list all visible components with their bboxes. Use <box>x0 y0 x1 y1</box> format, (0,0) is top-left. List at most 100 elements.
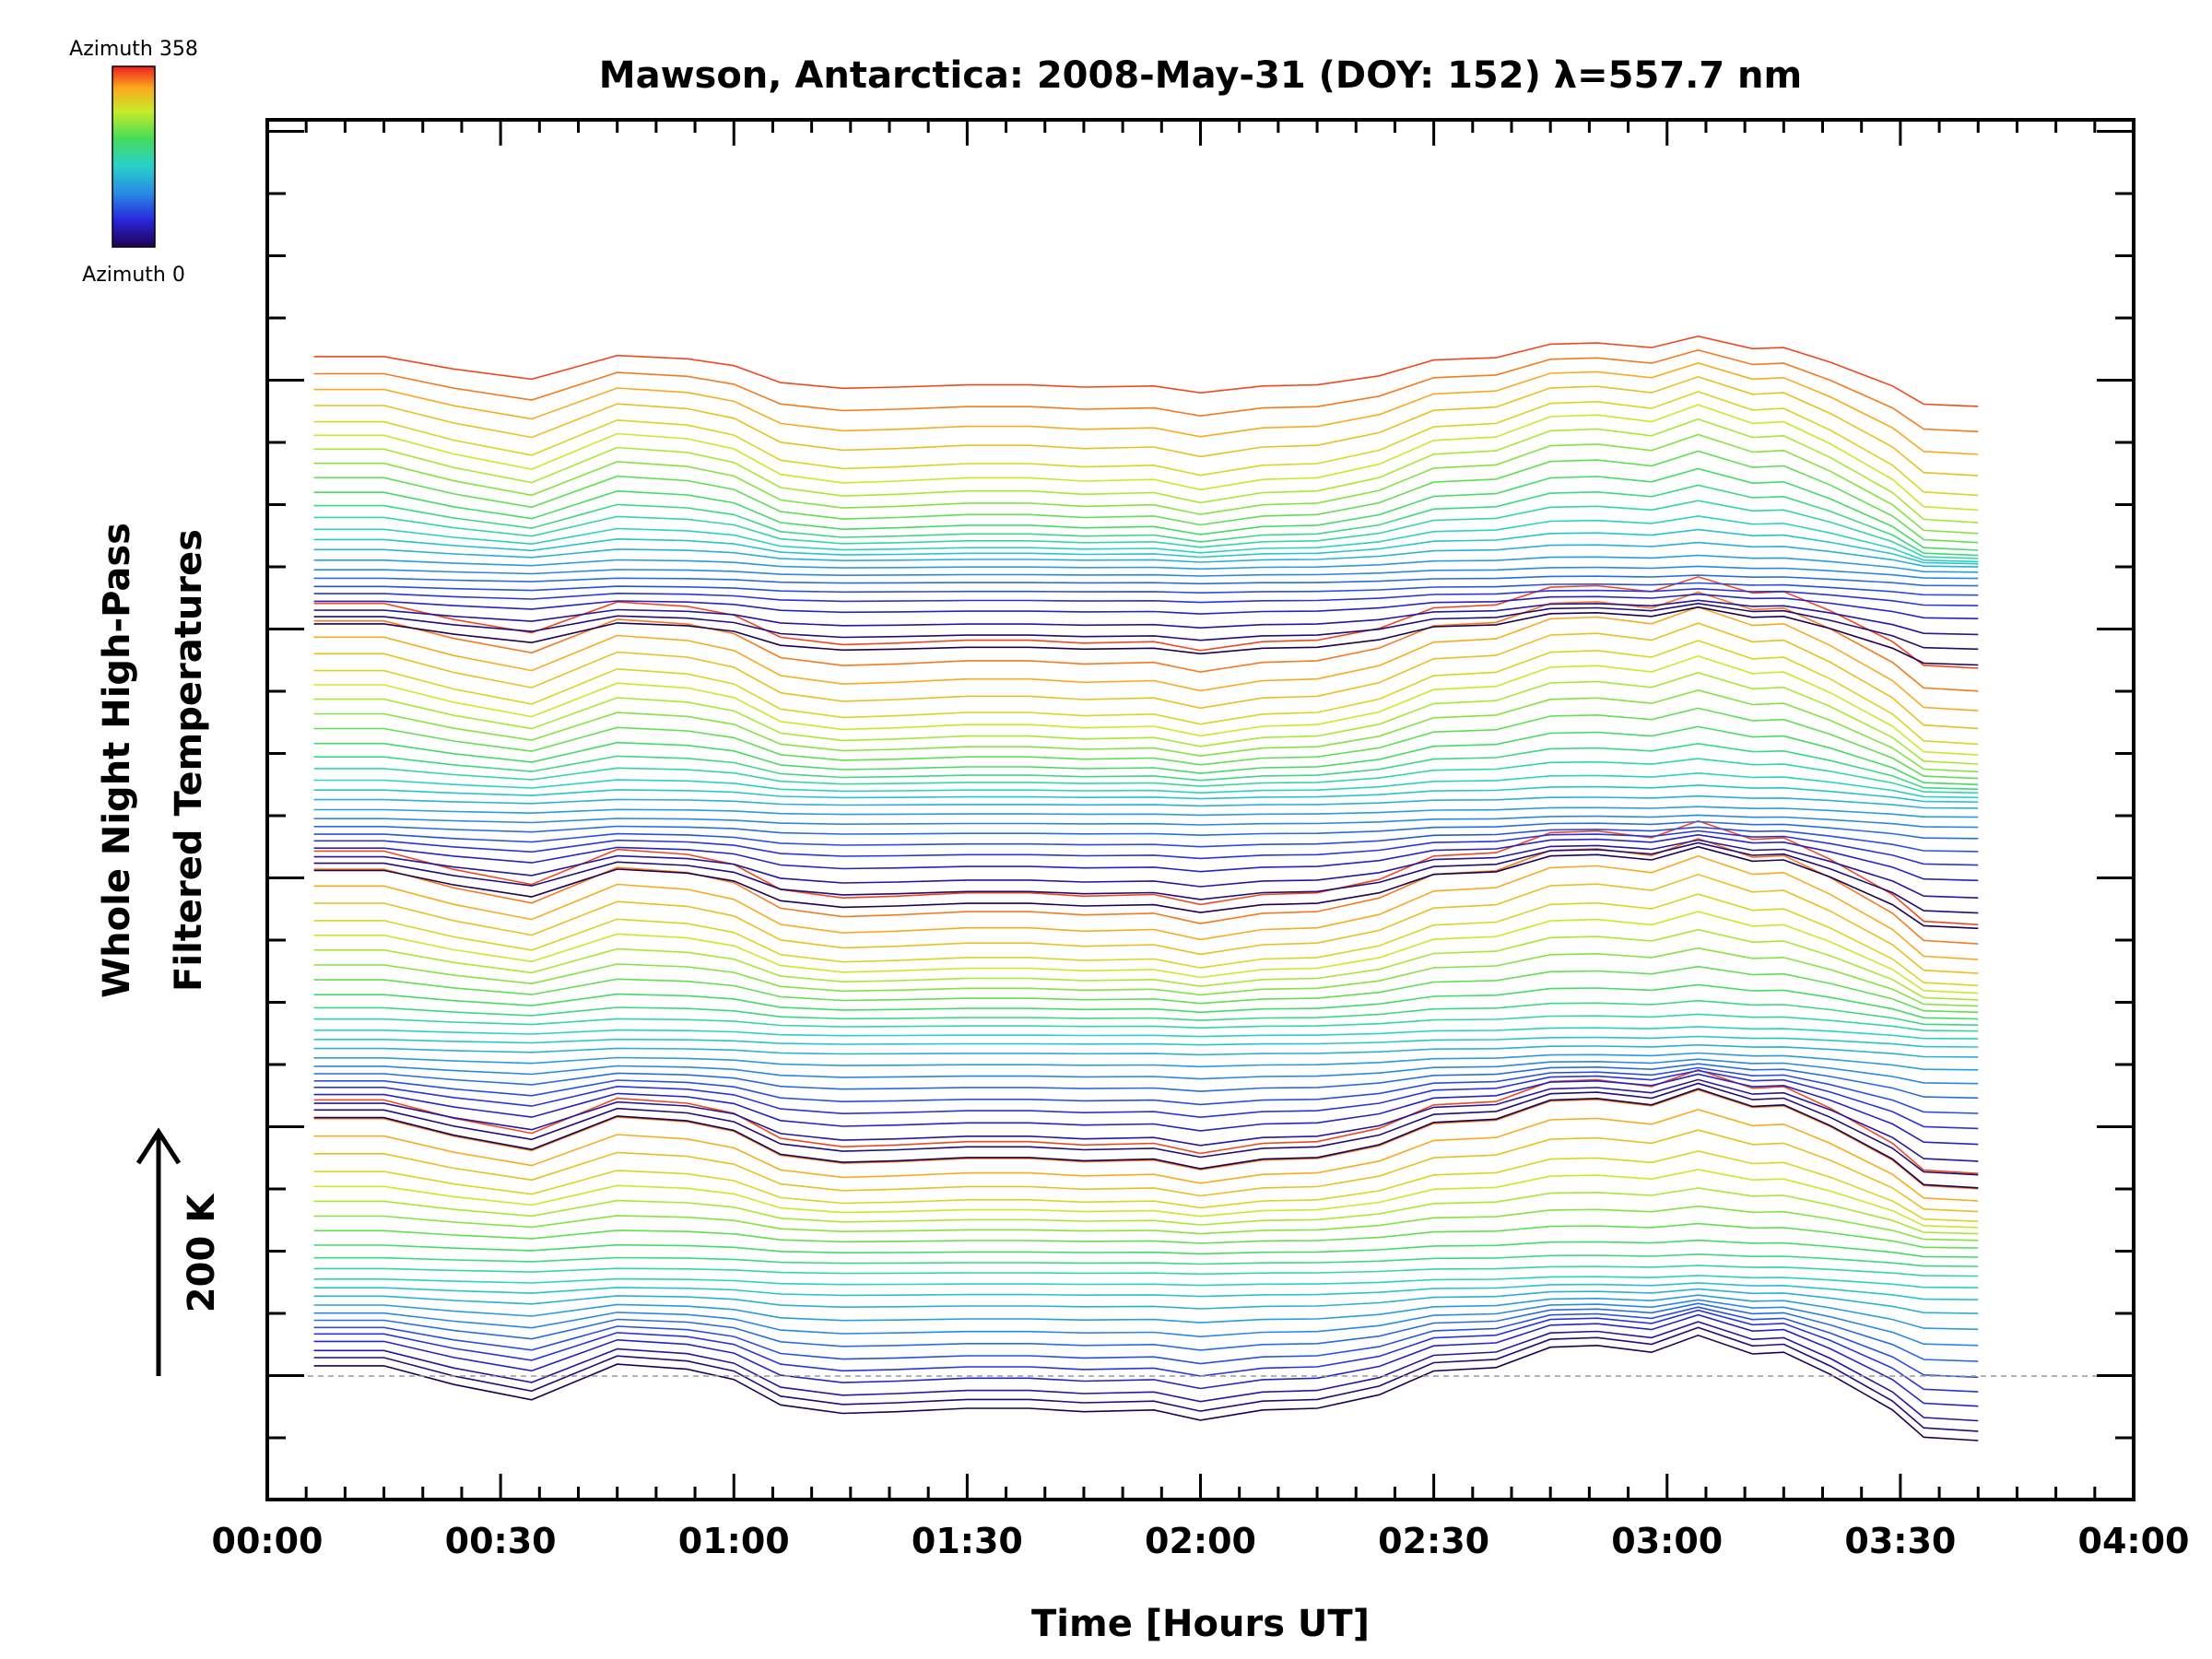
series-line-29 <box>313 1066 1979 1114</box>
series-line-78 <box>313 574 1979 587</box>
series-line-89 <box>313 418 1979 524</box>
series-line-32 <box>313 1052 1979 1071</box>
series-line-94 <box>313 348 1979 433</box>
series-line-15 <box>313 1222 1979 1249</box>
series-line-7 <box>313 1299 1979 1347</box>
series-line-88 <box>313 433 1979 535</box>
x-tick-label: 02:30 <box>1378 1521 1489 1561</box>
x-tick-label: 03:30 <box>1844 1521 1956 1561</box>
series-line-55 <box>313 814 1979 829</box>
series-line-81 <box>313 541 1979 568</box>
series-line-25 <box>313 1082 1979 1176</box>
series-line-64 <box>313 688 1979 773</box>
series-line-73 <box>313 602 1979 651</box>
series-line-87 <box>313 450 1979 544</box>
colorbar <box>112 65 156 248</box>
series-line-8 <box>313 1294 1979 1331</box>
series-line-34 <box>313 1035 1979 1048</box>
series-line-59 <box>313 771 1979 799</box>
series-line-14 <box>313 1239 1979 1258</box>
series-line-84 <box>313 500 1979 559</box>
series-line-47 <box>313 819 1979 925</box>
series-line-93 <box>313 361 1979 455</box>
series-line-79 <box>313 565 1979 580</box>
series-line-61 <box>313 742 1979 791</box>
series-line-48 <box>313 845 1979 930</box>
series-line-3 <box>313 1313 1979 1407</box>
series-group <box>313 335 1979 1441</box>
series-line-24 <box>313 1088 1979 1189</box>
series-line-38 <box>313 983 1979 1020</box>
series-line-82 <box>313 528 1979 565</box>
series-line-6 <box>313 1302 1979 1362</box>
x-tick-label: 04:00 <box>2078 1521 2190 1561</box>
series-line-58 <box>313 784 1979 803</box>
series-line-22 <box>313 1088 1979 1190</box>
series-line-50 <box>313 839 1979 899</box>
series-line-86 <box>313 467 1979 551</box>
series-line-72 <box>313 606 1979 666</box>
series-line-60 <box>313 758 1979 794</box>
x-tick-label: 01:30 <box>912 1521 1023 1561</box>
series-line-70 <box>313 591 1979 692</box>
series-line-31 <box>313 1058 1979 1085</box>
series-line-49 <box>313 841 1979 914</box>
series-line-17 <box>313 1187 1979 1235</box>
y-axis-label-line2: Filtered Temperatures <box>168 529 210 992</box>
series-line-16 <box>313 1205 1979 1241</box>
series-line-28 <box>313 1069 1979 1130</box>
series-line-12 <box>313 1265 1979 1277</box>
series-line-4 <box>313 1309 1979 1393</box>
series-line-9 <box>313 1288 1979 1314</box>
series-line-95 <box>313 335 1979 407</box>
series-line-53 <box>313 826 1979 853</box>
series-line-67 <box>313 640 1979 746</box>
scale-arrow-head <box>135 1127 182 1165</box>
series-line-71 <box>313 576 1979 669</box>
series-line-39 <box>313 965 1979 1014</box>
chart-title: Mawson, Antarctica: 2008-May-31 (DOY: 15… <box>599 54 1802 97</box>
series-line-19 <box>313 1150 1979 1222</box>
series-line-45 <box>313 854 1979 960</box>
series-line-66 <box>313 654 1979 756</box>
axis-ticks <box>265 120 2136 1500</box>
series-line-76 <box>313 587 1979 606</box>
x-tick-label: 03:00 <box>1611 1521 1723 1561</box>
series-line-80 <box>313 554 1979 573</box>
series-line-43 <box>313 893 1979 987</box>
x-tick-label: 01:00 <box>678 1521 790 1561</box>
series-line-23 <box>313 1068 1979 1174</box>
series-line-44 <box>313 873 1979 974</box>
series-line-26 <box>313 1078 1979 1162</box>
series-line-65 <box>313 671 1979 765</box>
series-line-5 <box>313 1306 1979 1379</box>
series-line-35 <box>313 1026 1979 1040</box>
series-line-33 <box>313 1043 1979 1058</box>
series-line-37 <box>313 999 1979 1026</box>
series-line-74 <box>313 599 1979 636</box>
series-line-20 <box>313 1129 1979 1213</box>
y-axis-label-line1: Whole Night High-Pass <box>96 523 138 998</box>
series-line-54 <box>313 820 1979 840</box>
colorbar-bottom-label: Azimuth 0 <box>82 264 185 287</box>
series-line-57 <box>313 794 1979 809</box>
series-line-63 <box>313 707 1979 780</box>
series-line-13 <box>313 1253 1979 1267</box>
series-line-52 <box>313 830 1979 866</box>
series-line-21 <box>313 1108 1979 1202</box>
series-line-75 <box>313 593 1979 619</box>
colorbar-top-label: Azimuth 358 <box>69 38 198 61</box>
series-line-91 <box>313 391 1979 497</box>
series-line-36 <box>313 1013 1979 1032</box>
series-line-10 <box>313 1282 1979 1300</box>
series-line-30 <box>313 1063 1979 1100</box>
series-line-1 <box>313 1326 1979 1432</box>
series-line-92 <box>313 375 1979 477</box>
series-line-56 <box>313 806 1979 818</box>
series-line-77 <box>313 582 1979 596</box>
series-line-2 <box>313 1321 1979 1422</box>
series-line-68 <box>313 622 1979 730</box>
series-line-42 <box>313 911 1979 994</box>
